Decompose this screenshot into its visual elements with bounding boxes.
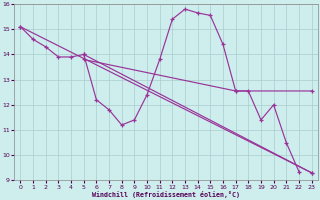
X-axis label: Windchill (Refroidissement éolien,°C): Windchill (Refroidissement éolien,°C) <box>92 191 240 198</box>
